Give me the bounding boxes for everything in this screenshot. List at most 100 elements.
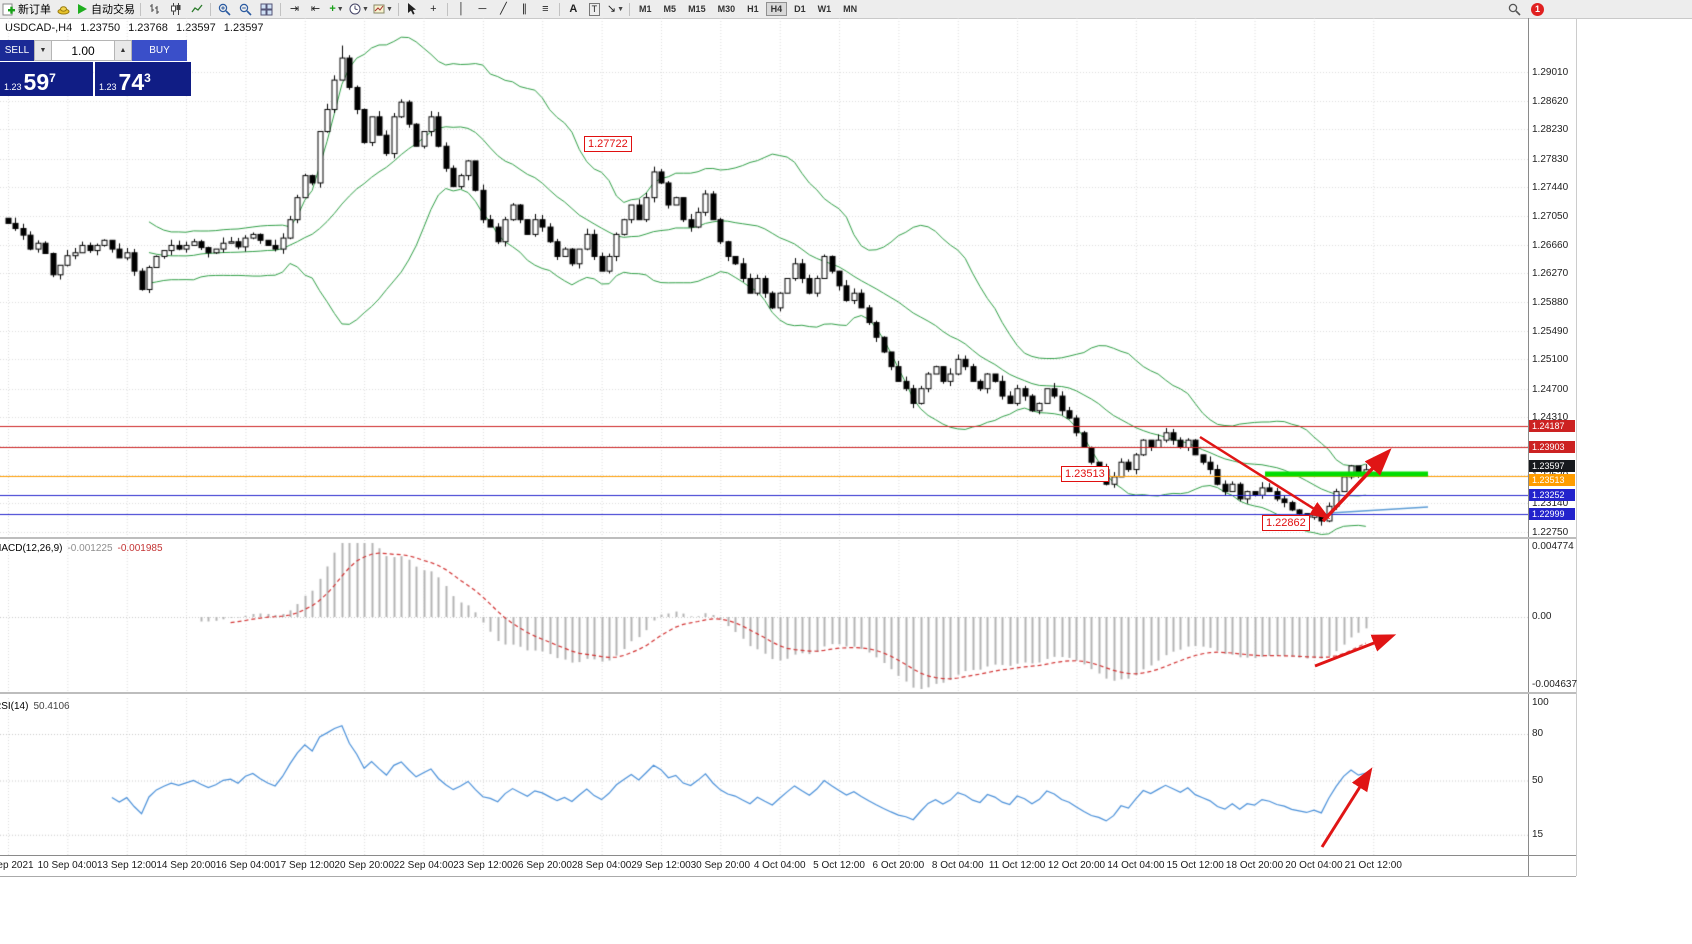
main-chart-canvas[interactable]	[0, 18, 1528, 537]
hline-tool-button[interactable]: ─	[472, 1, 493, 17]
timeframe-m15-button[interactable]: M15	[688, 4, 706, 14]
price-axis-label: 1.25490	[1532, 325, 1569, 337]
autotrade-label: 自动交易	[91, 4, 135, 16]
time-axis-label: 5 Oct 12:00	[813, 860, 865, 871]
price-axis-border	[1528, 18, 1529, 876]
main-macd-splitter[interactable]	[0, 537, 1576, 539]
buy-price-sup: 3	[144, 71, 151, 85]
cursor-tool-button[interactable]	[402, 1, 423, 17]
bar-chart-button[interactable]	[144, 1, 165, 17]
price-tag: 1.24187	[1529, 420, 1575, 433]
indicators-button[interactable]: + ▼	[326, 1, 347, 17]
price-axis-label: 1.22750	[1532, 527, 1569, 538]
buy-label-button[interactable]: BUY	[132, 40, 187, 61]
window-right-border	[1576, 18, 1577, 876]
arrows-tool-button[interactable]: ↘ ▼	[605, 1, 626, 17]
time-axis-label: 20 Oct 04:00	[1285, 860, 1343, 871]
sell-price-prefix: 1.23	[4, 82, 22, 92]
time-axis-label: 14 Oct 04:00	[1107, 860, 1165, 871]
toolbar-separator	[140, 2, 141, 16]
annotation-box[interactable]: 1.23513	[1061, 466, 1109, 482]
price-axis-label: 1.27440	[1532, 182, 1569, 194]
chevron-down-icon: ▼	[617, 5, 625, 13]
timeframe-d1-button[interactable]: D1	[794, 4, 806, 14]
timeframe-h4-button[interactable]: H4	[765, 2, 788, 16]
time-axis-label: 6 Oct 20:00	[872, 860, 925, 871]
chart-shift-button[interactable]: ⇤	[305, 1, 326, 17]
candlestick-chart-button[interactable]	[165, 1, 186, 17]
rsi-axis-label: 80	[1532, 728, 1544, 739]
time-axis-label: 28 Sep 04:00	[571, 860, 632, 871]
text-tool-button[interactable]: A	[563, 1, 584, 17]
timeframe-m5-button[interactable]: M5	[663, 4, 677, 14]
bar-chart-icon	[149, 3, 161, 15]
toolbar-separator	[210, 2, 211, 16]
macd-value-2: -0.001985	[117, 543, 163, 554]
zoom-in-button[interactable]	[214, 1, 235, 17]
notification-badge[interactable]: 1	[1531, 2, 1544, 16]
new-order-button[interactable]: 新订单	[0, 1, 53, 17]
price-axis-label: 1.28230	[1532, 124, 1569, 136]
vline-tool-button[interactable]: │	[451, 1, 472, 17]
volume-up-button[interactable]: ▲	[114, 40, 132, 61]
price-axis-label: 1.26660	[1532, 239, 1569, 251]
macd-label: MACD(12,26,9)	[0, 543, 63, 554]
price-axis-label: 1.24310	[1532, 412, 1569, 424]
fibonacci-icon: ≡	[542, 2, 549, 15]
tile-windows-button[interactable]	[256, 1, 277, 17]
one-click-trading-panel: SELL ▼ ▲ BUY 1.23 59 7 1.23 74 3	[0, 40, 191, 96]
candlestick-icon	[170, 3, 182, 15]
macd-axis-label: 0.00	[1532, 611, 1552, 622]
time-axis-label: 14 Sep 20:00	[156, 860, 216, 871]
timeframe-m30-button[interactable]: M30	[717, 4, 736, 14]
timeframe-mn-button[interactable]: MN	[843, 4, 858, 14]
templates-button[interactable]: ▼	[371, 1, 395, 17]
chart-shift-icon: ⇤	[310, 2, 321, 15]
rsi-label-row: RSI(14) 50.4106	[0, 701, 220, 714]
volume-input[interactable]	[52, 40, 114, 61]
crosshair-tool-button[interactable]: +	[423, 1, 444, 17]
label-tool-icon: T	[588, 2, 601, 16]
channel-tool-button[interactable]: ∥	[514, 1, 535, 17]
zoom-out-button[interactable]	[235, 1, 256, 17]
timeframe-m1-button[interactable]: M1	[639, 4, 652, 14]
autotrade-play-icon	[76, 3, 88, 15]
toolbar: 新订单 自动交易	[0, 0, 1692, 19]
periods-button[interactable]: ▼	[347, 1, 371, 17]
new-order-icon	[2, 3, 15, 16]
line-chart-button[interactable]	[186, 1, 207, 17]
macd-rsi-splitter[interactable]	[0, 692, 1576, 694]
sell-label-button[interactable]: SELL	[0, 40, 34, 61]
new-order-label: 新订单	[18, 4, 51, 16]
macd-panel-canvas[interactable]	[0, 540, 1528, 692]
rsi-panel-canvas[interactable]	[0, 698, 1528, 855]
sell-price-button[interactable]: 1.23 59 7	[0, 62, 93, 96]
annotation-box[interactable]: 1.27722	[584, 136, 632, 152]
macd-axis-label: -0.004637	[1532, 679, 1578, 690]
trendline-tool-button[interactable]: ╱	[493, 1, 514, 17]
label-tool-button[interactable]: T	[584, 1, 605, 17]
buy-price-big: 74	[118, 69, 145, 95]
price-axis-label: 1.28620	[1532, 95, 1569, 107]
time-axis-label: 22 Sep 04:00	[393, 860, 454, 871]
price-axis-label: 1.23140	[1532, 498, 1569, 510]
chevron-down-icon: ▼	[336, 5, 344, 13]
timeframe-h1-button[interactable]: H1	[747, 4, 759, 14]
profiles-button[interactable]	[53, 1, 74, 17]
timeframe-w1-button[interactable]: W1	[817, 4, 832, 14]
horizontal-line-icon: ─	[478, 2, 487, 15]
annotation-box[interactable]: 1.22862	[1262, 515, 1310, 531]
volume-down-button[interactable]: ▼	[34, 40, 52, 61]
autotrade-button[interactable]: 自动交易	[74, 1, 137, 17]
channel-icon: ∥	[521, 2, 528, 15]
buy-price-button[interactable]: 1.23 74 3	[95, 62, 191, 96]
auto-scroll-button[interactable]: ⇥	[284, 1, 305, 17]
search-button[interactable]	[1504, 1, 1525, 17]
time-axis-label: 16 Sep 04:00	[215, 860, 276, 871]
time-axis-label: 8 Oct 04:00	[931, 860, 984, 871]
trendline-icon: ╱	[500, 2, 507, 15]
time-axis-label: 20 Sep 20:00	[334, 860, 394, 871]
fibonacci-tool-button[interactable]: ≡	[535, 1, 556, 17]
